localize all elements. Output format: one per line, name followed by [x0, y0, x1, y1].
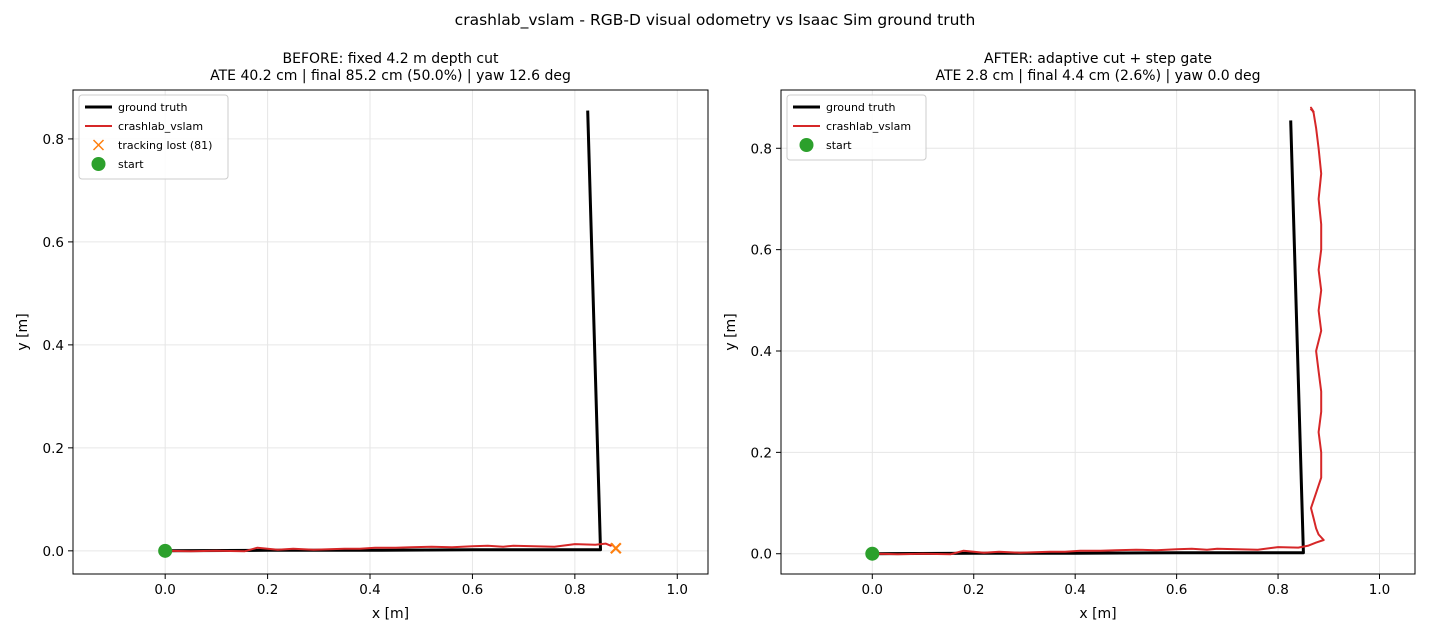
x-tick-label: 1.0	[667, 582, 688, 598]
legend-box	[786, 94, 927, 161]
x-tick-label: 0.6	[1166, 582, 1187, 598]
x-tick-label: 0.8	[1267, 582, 1288, 598]
legend-swatch-tracking-lost-81	[92, 139, 105, 151]
y-tick-label: 0.2	[751, 445, 772, 461]
series-line-crashlab-vslam	[872, 106, 1325, 556]
x-tick-label: 0.8	[564, 582, 585, 598]
legend-label-crashlab-vslam: crashlab_vslam	[826, 120, 911, 133]
chart-title: BEFORE: fixed 4.2 m depth cut	[283, 51, 499, 67]
y-tick-label: 0.4	[43, 338, 64, 354]
x-tick-label: 1.0	[1369, 582, 1390, 598]
series-marker-start	[865, 546, 880, 561]
plot-area	[865, 106, 1325, 561]
y-tick-label: 0.4	[751, 344, 772, 360]
axes-frame	[72, 89, 709, 575]
legend: ground truth crashlab_vslam tracking lost …	[78, 94, 229, 180]
legend-label-tracking-lost-81: tracking lost (81)	[118, 139, 212, 152]
y-tick-label: 0.8	[751, 141, 772, 157]
figure-suptitle: crashlab_vslam - RGB-D visual odometry v…	[454, 11, 976, 29]
x-tick-label: 0.0	[154, 582, 175, 598]
y-axis-label: y [m]	[15, 313, 31, 350]
y-tick-label: 0.6	[751, 243, 772, 259]
y-tick-label: 0.6	[43, 235, 64, 251]
x-axis-label: x [m]	[1079, 606, 1116, 622]
y-tick-label: 0.0	[751, 547, 772, 563]
legend-swatch-start	[799, 138, 814, 152]
y-axis-label: y [m]	[723, 313, 739, 350]
series-marker-start	[158, 543, 173, 558]
series-line-crashlab-vslam	[165, 542, 614, 553]
x-axis-label: x [m]	[372, 606, 409, 622]
y-tick-label: 0.8	[43, 132, 64, 148]
x-tick-label: 0.6	[462, 582, 483, 598]
plot-area	[158, 110, 622, 558]
legend-label-ground-truth: ground truth	[826, 101, 896, 114]
x-tick-label: 0.2	[963, 582, 984, 598]
x-tick-label: 0.0	[862, 582, 883, 598]
legend-label-start: start	[826, 139, 852, 152]
x-tick-label: 0.2	[257, 582, 278, 598]
legend-swatch-start	[91, 157, 106, 171]
legend-label-crashlab-vslam: crashlab_vslam	[118, 120, 203, 133]
x-tick-label: 0.4	[1064, 582, 1085, 598]
chart-title: AFTER: adaptive cut + step gate	[984, 51, 1212, 67]
series-line-ground-truth	[165, 110, 602, 553]
legend-box	[78, 94, 229, 180]
chart-subtitle: ATE 40.2 cm | final 85.2 cm (50.0%) | ya…	[210, 68, 571, 84]
y-tick-label: 0.0	[43, 544, 64, 560]
series-marker-tracking-lost-81	[610, 542, 622, 555]
axes-frame	[780, 89, 1416, 575]
series-line-ground-truth	[872, 120, 1305, 556]
chart-subtitle: ATE 2.8 cm | final 4.4 cm (2.6%) | yaw 0…	[935, 68, 1260, 84]
y-tick-label: 0.2	[43, 441, 64, 457]
legend-label-start: start	[118, 158, 144, 171]
x-tick-label: 0.4	[359, 582, 380, 598]
legend-label-ground-truth: ground truth	[118, 101, 188, 114]
